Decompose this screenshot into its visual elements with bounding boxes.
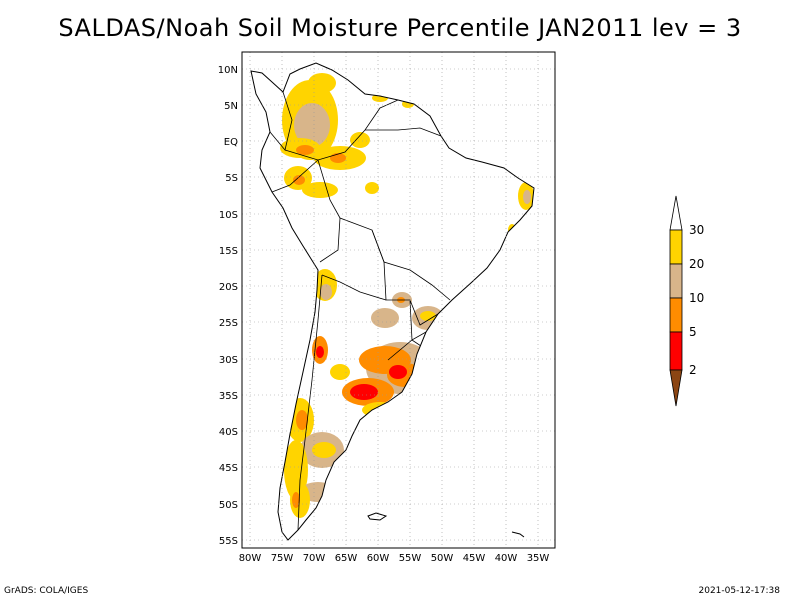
lat-tick-label: 55S bbox=[219, 536, 238, 547]
lat-tick-label: 35S bbox=[219, 391, 238, 402]
colorbar-label: 10 bbox=[689, 291, 704, 305]
lat-tick-label: EQ bbox=[224, 137, 238, 148]
colorbar-label: 5 bbox=[689, 325, 697, 339]
lat-tick-label: 50S bbox=[219, 500, 238, 511]
south-georgia bbox=[511, 531, 525, 538]
lat-tick-label: 10N bbox=[218, 65, 238, 76]
lon-tick-label: 65W bbox=[335, 553, 358, 564]
colorbar-cap-top bbox=[669, 195, 683, 231]
lon-tick-label: 55W bbox=[399, 553, 422, 564]
footer-credit: GrADS: COLA/IGES bbox=[4, 586, 89, 596]
colorbar-swatch bbox=[669, 331, 683, 371]
lon-tick-label: 35W bbox=[527, 553, 550, 564]
lat-tick-label: 5S bbox=[225, 173, 238, 184]
longitude-axis: 80W 75W 70W 65W 60W 55W 50W 45W 40W 35W bbox=[239, 553, 550, 564]
footer-timestamp: 2021-05-12-17:38 bbox=[698, 586, 781, 596]
falkland-islands bbox=[367, 512, 388, 521]
colorbar-swatch bbox=[669, 229, 683, 265]
lat-tick-label: 45S bbox=[219, 463, 238, 474]
lat-tick-label: 15S bbox=[219, 246, 238, 257]
colorbar-label: 20 bbox=[689, 257, 704, 271]
lon-tick-label: 45W bbox=[463, 553, 486, 564]
map-frame bbox=[241, 51, 556, 549]
lat-tick-label: 20S bbox=[219, 282, 238, 293]
lon-tick-label: 50W bbox=[431, 553, 454, 564]
lon-tick-label: 70W bbox=[303, 553, 326, 564]
lon-tick-label: 75W bbox=[271, 553, 294, 564]
lat-tick-label: 10S bbox=[219, 210, 238, 221]
colorbar-swatch bbox=[669, 297, 683, 333]
colorbar-label: 30 bbox=[689, 223, 704, 237]
lat-tick-label: 30S bbox=[219, 355, 238, 366]
lat-tick-label: 25S bbox=[219, 318, 238, 329]
lon-tick-label: 40W bbox=[495, 553, 518, 564]
lon-tick-label: 60W bbox=[367, 553, 390, 564]
country-borders bbox=[269, 91, 451, 531]
lat-tick-label: 5N bbox=[224, 101, 238, 112]
colorbar-cap-bottom bbox=[669, 369, 683, 407]
latitude-axis: 10N 5N EQ 5S 10S 15S 20S 25S 30S 35S 40S… bbox=[218, 65, 238, 547]
grid-lines bbox=[242, 52, 555, 548]
map-title: SALDAS/Noah Soil Moisture Percentile JAN… bbox=[58, 14, 742, 42]
lon-tick-label: 80W bbox=[239, 553, 262, 564]
colorbar-swatch bbox=[669, 263, 683, 299]
colorbar-label: 2 bbox=[689, 363, 697, 377]
coastline bbox=[250, 62, 535, 541]
colorbar: 30 20 10 5 2 bbox=[669, 195, 704, 407]
lat-tick-label: 40S bbox=[219, 427, 238, 438]
